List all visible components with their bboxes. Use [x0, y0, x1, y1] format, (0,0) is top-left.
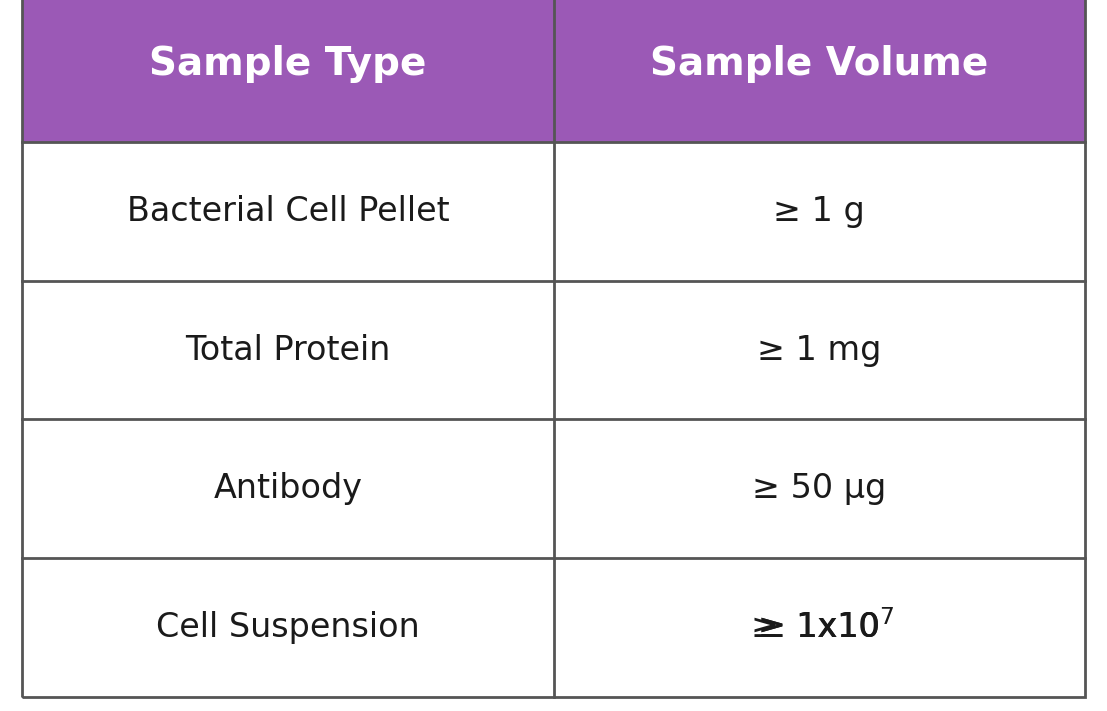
Text: ≥ 50 μg: ≥ 50 μg [752, 472, 887, 506]
Text: ≥ 1 g: ≥ 1 g [774, 195, 865, 228]
Text: Sample Type: Sample Type [149, 45, 426, 83]
Bar [22, 0, 554, 142]
Text: $\geq$ 1x10$^{7}$: $\geq$ 1x10$^{7}$ [744, 610, 894, 645]
Text: ≥ 1x10: ≥ 1x10 [758, 611, 880, 644]
Text: Sample Volume: Sample Volume [650, 45, 989, 83]
Text: Antibody: Antibody [214, 472, 362, 506]
Text: Cell Suspension: Cell Suspension [156, 611, 420, 644]
Bar [22, 558, 554, 697]
Text: ≥ 1x10: ≥ 1x10 [758, 611, 880, 644]
Text: Total Protein: Total Protein [185, 333, 391, 367]
Bar [554, 281, 1085, 419]
Text: Bacterial Cell Pellet: Bacterial Cell Pellet [126, 195, 449, 228]
Bar [22, 142, 554, 281]
Bar [22, 419, 554, 558]
Bar [22, 281, 554, 419]
Text: ≥ 1 mg: ≥ 1 mg [757, 333, 881, 367]
Bar [554, 0, 1085, 142]
Bar [554, 142, 1085, 281]
Bar [554, 419, 1085, 558]
Bar [554, 558, 1085, 697]
